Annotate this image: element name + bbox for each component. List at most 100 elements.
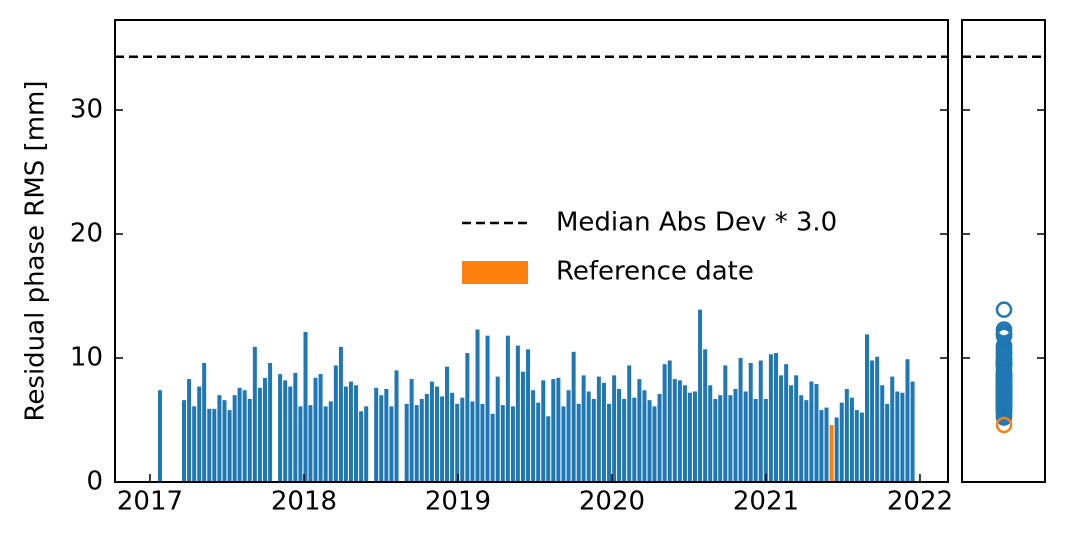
y-tick-label: 0 xyxy=(86,467,103,497)
side-point xyxy=(995,395,1013,413)
side-frame xyxy=(961,19,1046,483)
bar xyxy=(470,401,475,482)
bar xyxy=(617,389,622,482)
bar xyxy=(824,407,829,482)
bar xyxy=(546,416,551,482)
bar xyxy=(880,385,885,482)
bar xyxy=(333,365,338,482)
bar xyxy=(384,389,389,482)
x-tick-label: 2017 xyxy=(117,487,183,517)
bar xyxy=(318,374,323,482)
bar xyxy=(698,309,703,482)
x-tick-label: 2019 xyxy=(425,487,491,517)
bar xyxy=(288,386,293,482)
bar xyxy=(890,376,895,482)
bar xyxy=(536,402,541,482)
bar xyxy=(394,370,399,482)
bar xyxy=(728,395,733,482)
bar xyxy=(440,396,445,482)
bar xyxy=(763,398,768,482)
bar xyxy=(465,353,470,482)
bar xyxy=(505,335,510,482)
bar xyxy=(490,413,495,482)
bar xyxy=(389,406,394,482)
bar xyxy=(784,364,789,482)
bar xyxy=(435,386,440,482)
side-point xyxy=(995,321,1013,338)
bar xyxy=(157,390,162,482)
bar xyxy=(556,377,561,482)
bar xyxy=(237,387,242,482)
bar xyxy=(561,406,566,482)
bar xyxy=(293,372,298,482)
legend-label: Median Abs Dev * 3.0 xyxy=(556,208,837,238)
bar xyxy=(854,410,859,482)
bar xyxy=(677,380,682,482)
bar xyxy=(586,391,591,482)
bar xyxy=(217,395,222,482)
bar xyxy=(242,390,247,482)
bar xyxy=(809,381,814,482)
bar xyxy=(571,351,576,482)
bar xyxy=(232,395,237,482)
bar xyxy=(343,386,348,482)
bar xyxy=(758,360,763,482)
side-reference-point xyxy=(995,416,1013,434)
bar xyxy=(789,385,794,482)
bar xyxy=(354,385,359,482)
bar xyxy=(187,379,192,482)
bar xyxy=(247,398,252,482)
bar xyxy=(500,405,505,482)
bar xyxy=(870,360,875,482)
y-tick-label: 10 xyxy=(70,343,103,373)
bar xyxy=(682,385,687,482)
bar xyxy=(652,406,657,482)
bar xyxy=(202,362,207,482)
bar xyxy=(632,397,637,482)
bar xyxy=(227,410,232,482)
bar xyxy=(596,376,601,482)
bar xyxy=(308,405,313,482)
bar xyxy=(576,403,581,482)
bar xyxy=(708,385,713,482)
bar xyxy=(338,346,343,482)
bar xyxy=(849,397,854,482)
bar xyxy=(445,366,450,482)
bar xyxy=(607,403,612,482)
bar xyxy=(262,377,267,482)
bar xyxy=(581,375,586,482)
bar xyxy=(657,393,662,482)
bar xyxy=(733,389,738,482)
bar xyxy=(485,335,490,482)
bar xyxy=(814,384,819,482)
bar xyxy=(687,392,692,482)
bar xyxy=(819,410,824,482)
bar xyxy=(910,381,915,482)
bar xyxy=(374,387,379,482)
bar xyxy=(323,406,328,482)
bar xyxy=(283,380,288,482)
bar xyxy=(718,395,723,482)
bar xyxy=(768,354,773,482)
bar xyxy=(779,375,784,482)
bar xyxy=(409,379,414,482)
side-point xyxy=(995,301,1013,318)
bar xyxy=(804,400,809,482)
bar xyxy=(743,391,748,482)
bar xyxy=(773,353,778,482)
bar xyxy=(541,380,546,482)
bar xyxy=(799,395,804,482)
bar xyxy=(359,411,364,482)
bar xyxy=(738,358,743,482)
bar xyxy=(662,364,667,482)
bar xyxy=(414,405,419,482)
bar xyxy=(723,365,728,482)
bar xyxy=(551,379,556,482)
bar xyxy=(900,392,905,482)
bar xyxy=(257,387,262,482)
bar xyxy=(839,402,844,482)
bar xyxy=(520,371,525,482)
bar xyxy=(622,398,627,482)
bar xyxy=(192,406,197,482)
